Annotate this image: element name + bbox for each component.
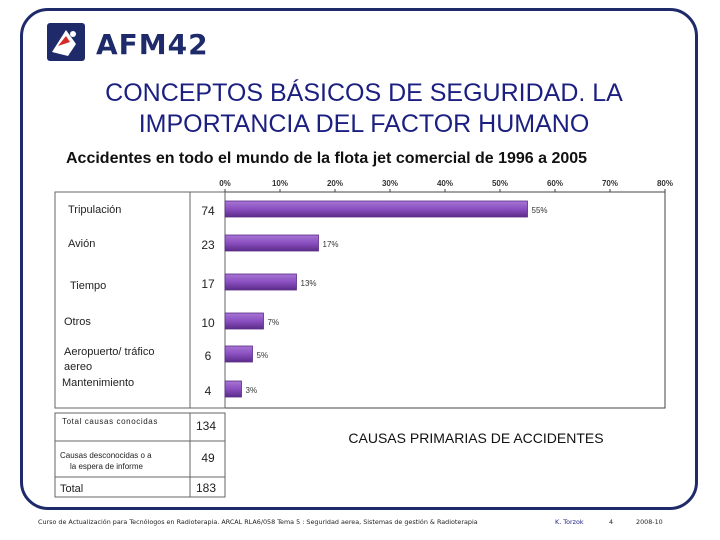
logo: AFM42 <box>46 22 236 72</box>
category-count: 4 <box>205 384 212 398</box>
logo-text: AFM42 <box>96 28 209 61</box>
summary-count: 183 <box>196 481 216 495</box>
summary-label: Total causas conocidas <box>62 417 158 426</box>
x-tick-label: 40% <box>437 179 453 188</box>
category-count: 17 <box>201 277 215 291</box>
summary-count: 134 <box>196 419 216 433</box>
summary-label: la espera de informe <box>70 462 143 471</box>
bar <box>224 234 319 252</box>
category-label: aereo <box>64 361 92 373</box>
bar <box>224 273 297 291</box>
category-label: Mantenimiento <box>62 377 134 389</box>
bar-value-label: 55% <box>532 206 548 215</box>
chart-title: CAUSAS PRIMARIAS DE ACCIDENTES <box>348 430 603 446</box>
x-tick-label: 0% <box>219 179 231 188</box>
slide-frame <box>20 8 698 510</box>
summary-table <box>54 412 226 498</box>
bar <box>224 312 264 330</box>
bar-value-label: 5% <box>257 351 269 360</box>
summary-label: Causas desconocidas o a <box>60 451 152 460</box>
category-label: Avión <box>68 238 95 250</box>
x-tick-label: 80% <box>657 179 673 188</box>
x-tick-label: 60% <box>547 179 563 188</box>
x-tick-label: 30% <box>382 179 398 188</box>
category-label: Tripulación <box>68 204 121 216</box>
plot-area <box>224 191 666 409</box>
x-tick-label: 50% <box>492 179 508 188</box>
category-count: 74 <box>201 204 215 218</box>
bar-value-label: 17% <box>323 240 339 249</box>
bar <box>224 380 242 398</box>
category-count: 6 <box>205 349 212 363</box>
category-count: 23 <box>201 238 215 252</box>
bar-value-label: 3% <box>246 386 258 395</box>
footer-page: 4 <box>609 518 614 526</box>
category-table <box>54 191 226 409</box>
category-count: 10 <box>201 316 215 330</box>
footer-course: Curso de Actualización para Tecnólogos e… <box>38 518 478 526</box>
slide-title: CONCEPTOS BÁSICOS DE SEGURIDAD. LA IMPOR… <box>105 79 623 138</box>
summary-count: 49 <box>201 451 215 465</box>
category-label: Aeropuerto/ tráfico <box>64 346 155 358</box>
x-tick-label: 20% <box>327 179 343 188</box>
logo-mark-icon <box>47 23 85 61</box>
x-tick-label: 70% <box>602 179 618 188</box>
category-label: Tiempo <box>70 280 106 292</box>
bar <box>224 345 253 363</box>
category-label: Otros <box>64 316 91 328</box>
bar <box>224 200 528 218</box>
bar-value-label: 7% <box>268 318 280 327</box>
footer-author: K. Torzok <box>555 518 584 526</box>
chart-subtitle: Accidentes en todo el mundo de la flota … <box>66 150 588 167</box>
footer-date: 2008-10 <box>636 518 663 526</box>
bar-value-label: 13% <box>301 279 317 288</box>
x-tick-label: 10% <box>272 179 288 188</box>
summary-label: Total <box>60 483 83 495</box>
